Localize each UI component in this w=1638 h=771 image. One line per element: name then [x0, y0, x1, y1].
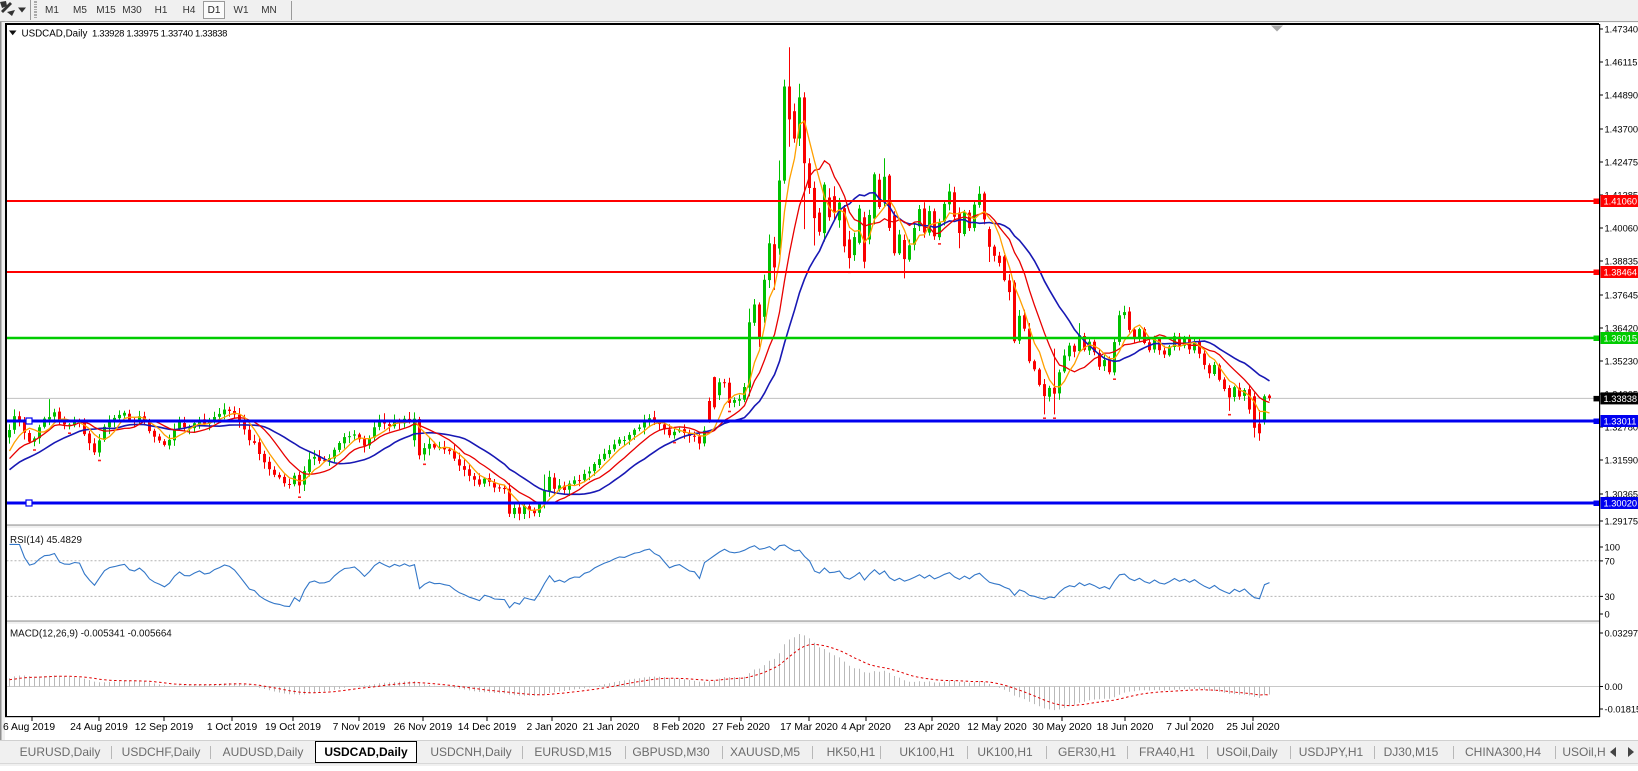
- svg-text:2 Jan 2020: 2 Jan 2020: [527, 722, 578, 733]
- svg-text:1.47340: 1.47340: [1605, 24, 1638, 34]
- svg-text:1.40060: 1.40060: [1605, 223, 1638, 233]
- svg-text:RSI(14) 45.4829: RSI(14) 45.4829: [10, 535, 82, 546]
- svg-text:6 Aug 2019: 6 Aug 2019: [3, 722, 55, 733]
- svg-text:7 Nov 2019: 7 Nov 2019: [333, 722, 386, 733]
- svg-text:26 Nov 2019: 26 Nov 2019: [394, 722, 453, 733]
- svg-text:24 Aug 2019: 24 Aug 2019: [70, 722, 128, 733]
- svg-text:17 Mar 2020: 17 Mar 2020: [780, 722, 838, 733]
- svg-text:1.33928 1.33975 1.33740 1.3383: 1.33928 1.33975 1.33740 1.33838: [92, 28, 227, 39]
- svg-text:1.33011: 1.33011: [1604, 416, 1637, 426]
- svg-text:1.46115: 1.46115: [1605, 57, 1638, 67]
- svg-text:0.00: 0.00: [1605, 682, 1623, 692]
- svg-text:1.38464: 1.38464: [1604, 267, 1638, 277]
- svg-text:70: 70: [1605, 556, 1615, 566]
- svg-text:1.42475: 1.42475: [1605, 157, 1638, 167]
- svg-text:USDCAD,Daily: USDCAD,Daily: [22, 28, 88, 39]
- svg-text:27 Feb 2020: 27 Feb 2020: [712, 722, 770, 733]
- svg-text:100: 100: [1605, 542, 1621, 552]
- svg-text:1.36015: 1.36015: [1604, 333, 1638, 343]
- svg-text:19 Oct 2019: 19 Oct 2019: [265, 722, 321, 733]
- svg-text:1.43700: 1.43700: [1605, 124, 1638, 134]
- svg-text:1.33838: 1.33838: [1604, 394, 1638, 404]
- svg-text:-0.01815: -0.01815: [1605, 704, 1638, 714]
- svg-text:7 Jul 2020: 7 Jul 2020: [1166, 722, 1214, 733]
- svg-text:21 Jan 2020: 21 Jan 2020: [583, 722, 640, 733]
- svg-text:8 Feb 2020: 8 Feb 2020: [653, 722, 705, 733]
- svg-text:18 Jun 2020: 18 Jun 2020: [1097, 722, 1154, 733]
- svg-text:MACD(12,26,9) -0.005341 -0.005: MACD(12,26,9) -0.005341 -0.005664: [10, 629, 172, 640]
- svg-text:1.36420: 1.36420: [1605, 323, 1638, 333]
- svg-text:14 Dec 2019: 14 Dec 2019: [458, 722, 517, 733]
- svg-text:0: 0: [1605, 609, 1610, 619]
- svg-text:1.41060: 1.41060: [1604, 196, 1638, 206]
- svg-text:30: 30: [1605, 592, 1615, 602]
- svg-text:1.37645: 1.37645: [1605, 290, 1638, 300]
- svg-text:1.31590: 1.31590: [1605, 455, 1638, 465]
- svg-text:23 Apr 2020: 23 Apr 2020: [904, 722, 960, 733]
- svg-text:1.29175: 1.29175: [1605, 516, 1638, 526]
- svg-text:12 Sep 2019: 12 Sep 2019: [135, 722, 194, 733]
- svg-text:1 Oct 2019: 1 Oct 2019: [207, 722, 258, 733]
- svg-text:30 May 2020: 30 May 2020: [1032, 722, 1092, 733]
- svg-text:12 May 2020: 12 May 2020: [967, 722, 1027, 733]
- svg-text:1.38835: 1.38835: [1605, 256, 1638, 266]
- svg-text:1.35230: 1.35230: [1605, 356, 1638, 366]
- svg-text:0.03297: 0.03297: [1605, 628, 1638, 638]
- svg-text:1.44890: 1.44890: [1605, 90, 1638, 100]
- svg-text:25 Jul 2020: 25 Jul 2020: [1226, 722, 1280, 733]
- svg-text:4 Apr 2020: 4 Apr 2020: [841, 722, 891, 733]
- svg-text:1.30020: 1.30020: [1604, 498, 1638, 508]
